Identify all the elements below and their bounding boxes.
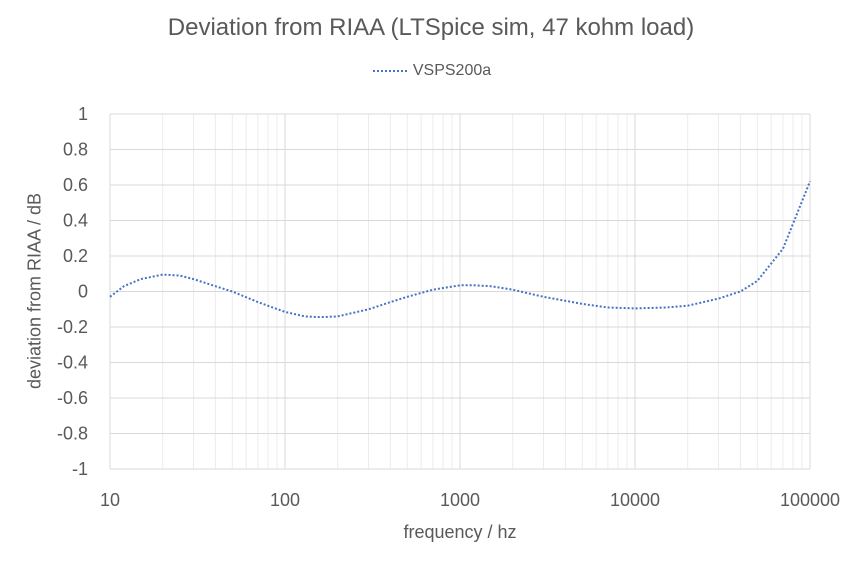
- chart-title: Deviation from RIAA (LTSpice sim, 47 koh…: [167, 14, 695, 41]
- series-line: [109, 181, 811, 319]
- legend: VSPS200a: [0, 62, 862, 80]
- y-tick-label: -0.4: [57, 353, 88, 373]
- legend-swatch: [372, 70, 407, 72]
- y-tick-label: -0.8: [57, 424, 88, 444]
- y-axis-label: deviation from RIAA / dB: [24, 192, 45, 390]
- y-tick-label: -0.2: [57, 317, 88, 337]
- x-tick-label: 10000: [610, 490, 660, 510]
- y-tick-label: 1: [78, 104, 88, 124]
- x-tick-label: 1000: [440, 490, 480, 510]
- legend-label: VSPS200a: [412, 62, 492, 79]
- x-tick-label: 100000: [780, 490, 840, 510]
- y-tick-label: -0.6: [57, 388, 88, 408]
- y-tick-label: 0.6: [63, 175, 88, 195]
- y-tick-label: 0.4: [63, 211, 88, 231]
- y-tick-label: 0.2: [63, 246, 88, 266]
- x-tick-label: 100: [270, 490, 300, 510]
- y-tick-label: 0: [78, 282, 88, 302]
- x-tick-label: 10: [100, 490, 120, 510]
- y-tick-label: 0.8: [63, 140, 88, 160]
- y-tick-label: -1: [72, 459, 88, 479]
- x-axis-label: frequency / hz: [403, 522, 517, 542]
